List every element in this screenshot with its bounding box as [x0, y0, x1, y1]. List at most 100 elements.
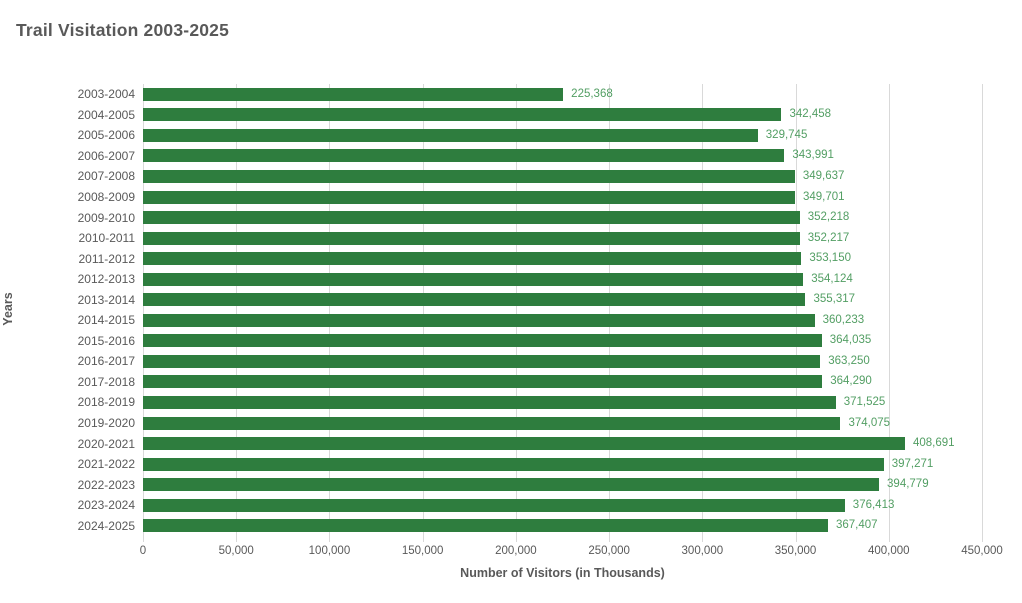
x-tick-label: 100,000 [308, 545, 351, 557]
bar-row: 343,991 [143, 146, 982, 167]
bar [143, 252, 802, 266]
bar-row: 342,458 [143, 105, 982, 126]
bar-row: 354,124 [143, 269, 982, 290]
bar [143, 395, 836, 409]
category-label: 2008-2009 [77, 190, 135, 204]
bars-layer: 225,368 342,458 329,745 343,991 349,637 349,7… [143, 84, 982, 536]
value-label: 343,991 [792, 149, 834, 162]
value-label: 353,150 [809, 252, 851, 265]
value-label: 342,458 [789, 108, 832, 121]
bar-row: 363,250 [143, 351, 982, 372]
bar [143, 87, 564, 101]
gridline [982, 84, 983, 542]
bar-row: 352,217 [143, 228, 982, 249]
bar [143, 375, 823, 389]
bar [143, 169, 795, 183]
gridline [795, 84, 797, 542]
category-label: 2005-2006 [77, 128, 135, 143]
x-tick-label: 150,000 [401, 545, 444, 557]
bar-row: 397,271 [143, 454, 982, 475]
bar [143, 272, 804, 286]
bar-row: 355,317 [143, 289, 982, 310]
bar [143, 457, 884, 471]
bar [143, 498, 845, 512]
value-label: 354,124 [811, 272, 853, 285]
value-label: 408,691 [912, 437, 955, 450]
category-label: 2007-2008 [77, 169, 135, 184]
value-label: 364,035 [829, 334, 872, 347]
gridline [236, 84, 238, 542]
bar-row: 371,525 [143, 392, 982, 413]
value-label: 397,271 [891, 457, 934, 470]
value-label: 394,779 [887, 478, 929, 491]
category-label: 2011-2012 [78, 251, 136, 266]
category-label: 2024-2025 [77, 518, 135, 533]
bar [143, 478, 880, 492]
x-tick-label: 400,000 [867, 545, 910, 557]
gridline [515, 84, 517, 542]
gridline [888, 84, 890, 542]
category-label: 2023-2024 [77, 498, 135, 513]
gridlines-layer [143, 84, 983, 542]
category-label: 2010-2011 [78, 231, 136, 246]
category-label: 2009-2010 [77, 210, 135, 225]
bar-row: 394,779 [143, 474, 982, 495]
x-tick-label: 300,000 [681, 545, 724, 557]
bar-row: 408,691 [143, 433, 982, 454]
bar [143, 231, 800, 245]
bar [143, 293, 806, 307]
bar-row: 353,150 [143, 248, 982, 269]
category-label: 2014-2015 [77, 313, 135, 328]
bar [143, 190, 795, 204]
category-label: 2020-2021 [77, 436, 135, 451]
category-label: 2012-2013 [77, 272, 135, 287]
category-label: 2006-2007 [77, 148, 135, 163]
gridline [609, 84, 611, 542]
chart-title: Trail Visitation 2003-2025 [16, 20, 230, 40]
value-label: 374,075 [848, 416, 891, 429]
bar-row: 329,745 [143, 125, 982, 146]
category-axis: 2003-2004 2004-2005 2005-2006 2006-2007 2007… [0, 84, 135, 536]
gridline [329, 84, 331, 542]
category-label: 2017-2018 [77, 374, 135, 389]
bar [143, 519, 828, 533]
category-label: 2019-2020 [77, 416, 135, 431]
bar [143, 108, 782, 122]
bar-row: 364,035 [143, 331, 982, 352]
bar-row: 376,413 [143, 495, 982, 516]
category-label: 2021-2022 [77, 457, 135, 472]
category-label: 2016-2017 [77, 354, 135, 369]
x-axis-title: Number of Visitors (in Thousands) [460, 566, 665, 580]
value-label: 363,250 [828, 354, 870, 367]
category-label: 2018-2019 [77, 395, 135, 410]
value-label: 355,317 [813, 293, 856, 306]
x-tick-label: 50,000 [218, 545, 254, 557]
bar-row: 360,233 [143, 310, 982, 331]
x-tick-label: 0 [139, 545, 147, 557]
gridline [702, 84, 704, 542]
bar [143, 128, 758, 142]
bar [143, 416, 841, 430]
category-label: 2004-2005 [77, 107, 135, 122]
category-label: 2015-2016 [77, 333, 135, 348]
bar [143, 354, 821, 368]
bar [143, 211, 800, 225]
bar-row: 364,290 [143, 372, 982, 393]
y-axis-title: Years [1, 292, 15, 326]
bar-row: 349,637 [143, 166, 982, 187]
x-tick-label: 200,000 [495, 545, 537, 557]
value-label: 349,637 [802, 169, 845, 182]
x-axis-ticks: 0 50,000 100,000 150,000 200,000 250,000 300,0… [139, 545, 1003, 561]
bar-row: 367,407 [143, 515, 982, 536]
value-label: 371,525 [843, 395, 886, 408]
bar [143, 313, 815, 327]
gridline [422, 84, 424, 542]
category-label: 2013-2014 [77, 292, 135, 307]
bar [143, 334, 822, 348]
bar-row: 374,075 [143, 413, 982, 434]
value-label: 352,218 [807, 211, 850, 224]
x-tick-label: 350,000 [774, 545, 817, 557]
x-tick-label: 450,000 [961, 545, 1003, 557]
x-tick-label: 250,000 [588, 545, 630, 557]
